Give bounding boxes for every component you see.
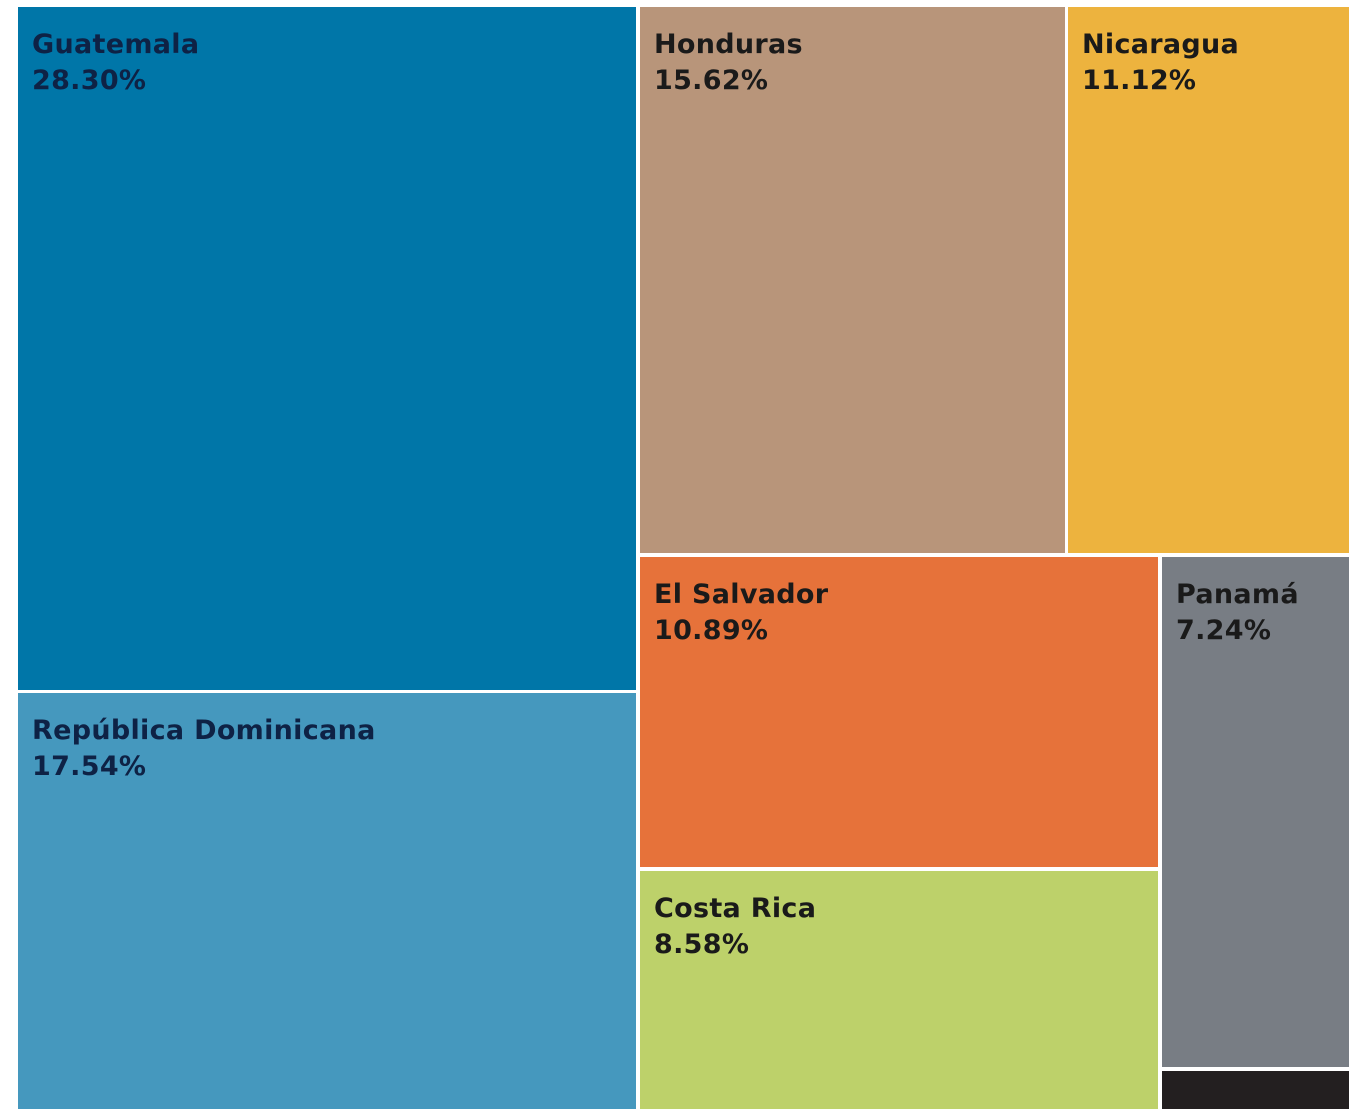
treemap-tile-panama: Panamá 7.24% (1162, 557, 1349, 1067)
treemap-tile-other (1162, 1071, 1349, 1109)
tile-name: Panamá (1176, 579, 1299, 610)
treemap-tile-republica-dominicana: República Dominicana 17.54% (18, 693, 636, 1109)
tile-name: Guatemala (32, 29, 200, 60)
tile-name: El Salvador (654, 579, 829, 610)
tile-name: Honduras (654, 29, 803, 60)
tile-value: 15.62% (654, 65, 769, 96)
tile-value: 7.24% (1176, 615, 1272, 646)
tile-label: Honduras 15.62% (654, 27, 803, 99)
tile-label: Nicaragua 11.12% (1082, 27, 1239, 99)
tile-value: 17.54% (32, 751, 147, 782)
treemap-tile-nicaragua: Nicaragua 11.12% (1068, 7, 1349, 553)
tile-label: República Dominicana 17.54% (32, 713, 376, 785)
treemap-tile-el-salvador: El Salvador 10.89% (640, 557, 1158, 867)
treemap-tile-costa-rica: Costa Rica 8.58% (640, 871, 1158, 1109)
treemap-tile-guatemala: Guatemala 28.30% (18, 7, 636, 690)
tile-label: Panamá 7.24% (1176, 577, 1299, 649)
tile-value: 28.30% (32, 65, 147, 96)
tile-name: Costa Rica (654, 893, 817, 924)
tile-label: Guatemala 28.30% (32, 27, 199, 99)
tile-label: Costa Rica 8.58% (654, 891, 816, 963)
tile-label: El Salvador 10.89% (654, 577, 828, 649)
tile-value: 11.12% (1082, 65, 1197, 96)
tile-value: 10.89% (654, 615, 769, 646)
tile-name: Nicaragua (1082, 29, 1240, 60)
tile-name: República Dominicana (32, 715, 376, 746)
tile-value: 8.58% (654, 929, 750, 960)
treemap-tile-honduras: Honduras 15.62% (640, 7, 1065, 553)
